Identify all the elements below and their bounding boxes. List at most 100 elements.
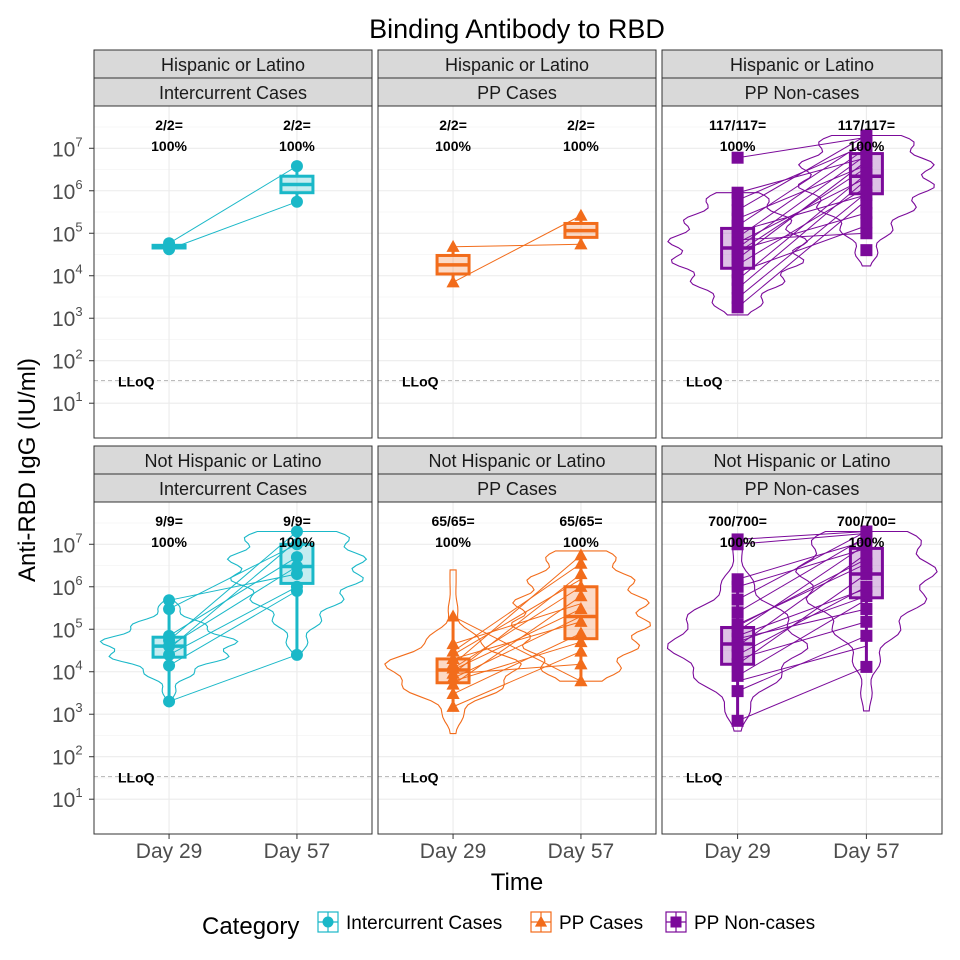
- response-rate-label: 9/9=: [283, 513, 311, 529]
- paired-lines: [168, 531, 298, 702]
- box: [563, 215, 599, 245]
- y-tick-label: 101: [52, 785, 83, 812]
- paired-line: [168, 586, 298, 656]
- plot-area: [378, 502, 656, 834]
- violin: [510, 550, 652, 682]
- x-tick-label: Day 57: [548, 840, 615, 863]
- box: [435, 616, 471, 707]
- response-rate-percent: 100%: [563, 138, 599, 154]
- paired-line: [737, 173, 867, 281]
- paired-line: [737, 157, 867, 194]
- x-tick-label: Day 57: [264, 840, 331, 863]
- data-point: [860, 557, 873, 570]
- paired-line: [737, 136, 867, 159]
- box: [720, 192, 756, 308]
- paired-line: [452, 616, 582, 679]
- box: [435, 246, 471, 283]
- paired-line: [452, 554, 582, 665]
- paired-line: [737, 194, 867, 232]
- data-point: [731, 151, 744, 164]
- response-rate-label: 117/117=: [838, 117, 895, 133]
- data-point: [446, 609, 460, 622]
- response-rate-label: 2/2=: [567, 117, 595, 133]
- paired-line: [168, 165, 298, 244]
- y-tick-label: 106: [52, 177, 83, 204]
- response-rate-percent: 100%: [151, 138, 187, 154]
- paired-line: [737, 558, 867, 627]
- paired-line: [737, 666, 867, 722]
- paired-line: [453, 663, 581, 675]
- plot-area: [378, 106, 656, 438]
- paired-line: [737, 144, 867, 201]
- paired-line: [737, 164, 867, 220]
- paired-line: [737, 212, 867, 251]
- response-rate-percent: 100%: [435, 138, 471, 154]
- facet-col-label: Intercurrent Cases: [159, 479, 307, 499]
- paired-line: [737, 192, 867, 299]
- legend-item: Intercurrent Cases: [317, 911, 502, 934]
- paired-line: [737, 531, 867, 600]
- response-rate-percent: 100%: [151, 534, 187, 550]
- paired-line: [737, 599, 867, 677]
- box: [151, 600, 187, 702]
- facet-row-label: Not Hispanic or Latino: [713, 451, 890, 471]
- facet-strip-row: [377, 445, 657, 475]
- paired-line: [452, 603, 582, 645]
- paired-line: [452, 621, 582, 660]
- lloq-label: LLoQ: [402, 374, 439, 390]
- facet-panel: Not Hispanic or Latino PP Non-cases LLoQ 70…: [661, 445, 943, 835]
- data-point: [574, 614, 588, 627]
- facet-panel: Hispanic or Latino Intercurrent Cases LLoQ…: [93, 49, 373, 439]
- response-rate-percent: 100%: [563, 534, 599, 550]
- facet-row-label: Not Hispanic or Latino: [428, 451, 605, 471]
- data-point: [731, 533, 744, 546]
- paired-lines: [737, 530, 867, 722]
- lloq-label: LLoQ: [118, 374, 155, 390]
- facet-col-label: PP Cases: [477, 479, 557, 499]
- gridlines: [662, 106, 942, 438]
- y-tick-label: 101: [52, 389, 83, 416]
- y-tick-label: 102: [52, 743, 83, 770]
- plot-area: [94, 502, 372, 834]
- data-point: [290, 551, 303, 564]
- facet-panel: Not Hispanic or Latino Intercurrent Cases…: [93, 445, 373, 835]
- x-axis: Day 29 Day 57 Day 29 Day 57 Day 29 Day 57: [136, 834, 900, 863]
- lloq-label: LLoQ: [686, 374, 723, 390]
- paired-line: [737, 140, 867, 227]
- chart-title: Binding Antibody to RBD: [369, 14, 665, 44]
- paired-line: [452, 616, 582, 682]
- paired-lines: [168, 165, 298, 250]
- paired-line: [737, 232, 867, 241]
- panels-layer: Hispanic or Latino Intercurrent Cases LLoQ…: [93, 49, 943, 835]
- legend-label: PP Cases: [559, 913, 643, 934]
- panel-border: [93, 105, 373, 439]
- y-tick-label: 105: [52, 615, 83, 642]
- y-tick-label: 103: [52, 700, 83, 727]
- violin: [384, 569, 523, 735]
- data-point: [860, 580, 873, 593]
- x-tick-label: Day 57: [833, 840, 900, 863]
- facet-row-label: Hispanic or Latino: [445, 55, 589, 75]
- box: [279, 531, 315, 655]
- paired-line: [737, 588, 867, 637]
- paired-line: [168, 556, 298, 637]
- paired-line: [737, 540, 867, 580]
- paired-line: [737, 608, 867, 640]
- gridlines: [94, 106, 372, 438]
- box: [848, 135, 884, 226]
- paired-line: [168, 543, 298, 610]
- response-rate-percent: 100%: [720, 138, 756, 154]
- paired-line: [737, 154, 867, 249]
- y-tick-label: 107: [52, 134, 83, 161]
- box: [151, 243, 187, 250]
- x-tick-label: Day 29: [420, 840, 487, 863]
- violin: [797, 134, 935, 267]
- paired-line: [737, 177, 867, 244]
- facet-strip-row: [93, 49, 373, 79]
- facet-panel: Hispanic or Latino PP Non-cases LLoQ 117/11…: [661, 49, 943, 439]
- facet-strip-col: [93, 473, 373, 503]
- y-tick-label: 104: [52, 262, 83, 289]
- paired-line: [452, 651, 582, 708]
- y-tick-label: 107: [52, 530, 83, 557]
- response-rate-percent: 100%: [279, 138, 315, 154]
